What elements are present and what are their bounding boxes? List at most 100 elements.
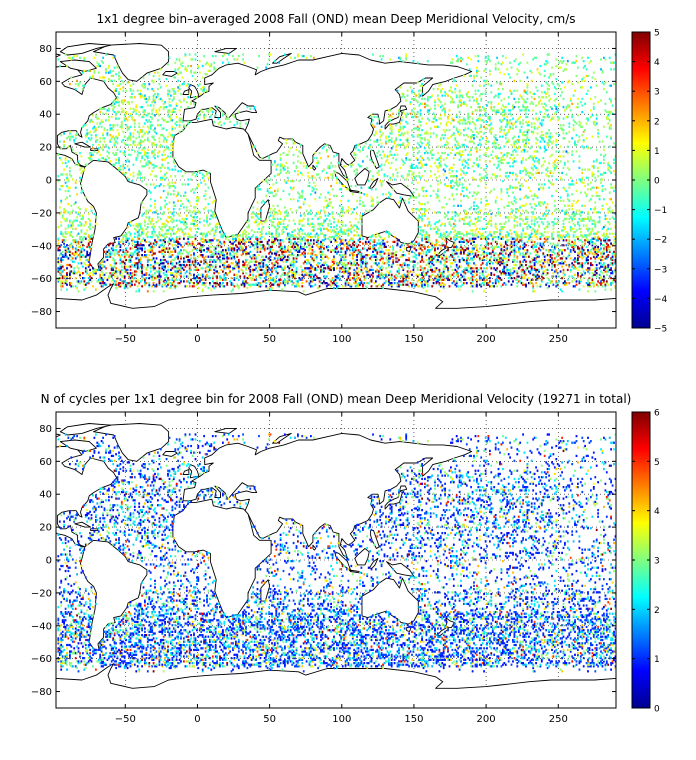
data-bin [258, 222, 260, 226]
data-bin [188, 250, 191, 253]
data-bin [331, 260, 334, 263]
data-bin [510, 237, 513, 240]
data-bin [125, 258, 128, 262]
data-bin [237, 265, 240, 268]
data-bin [468, 258, 471, 262]
data-bin [126, 254, 129, 257]
data-bin [242, 237, 244, 240]
data-bin [315, 257, 318, 260]
data-bin [354, 258, 357, 262]
data-bin [605, 270, 608, 273]
data-bin [516, 224, 519, 227]
data-bin [382, 260, 384, 263]
data-bin [577, 221, 579, 224]
data-bin [356, 273, 358, 276]
data-bin [233, 247, 236, 250]
data-bin [594, 232, 597, 235]
data-bin [413, 260, 416, 263]
data-bin [614, 255, 616, 258]
data-bin [258, 273, 260, 276]
data-bin [490, 224, 493, 227]
data-bin [171, 282, 174, 285]
data-bin [330, 285, 332, 288]
data-bin [252, 234, 255, 237]
data-bin [424, 267, 426, 270]
data-bin [533, 273, 536, 276]
data-bin [305, 272, 308, 275]
data-bin [112, 242, 115, 245]
data-bin [595, 268, 598, 272]
data-bin [448, 285, 451, 288]
data-bin [610, 277, 612, 280]
data-bin [190, 229, 192, 232]
data-bin [236, 273, 239, 276]
data-bin [442, 258, 445, 262]
data-bin [272, 277, 275, 280]
data-bin [344, 267, 347, 270]
data-bin [237, 278, 240, 281]
data-bins [57, 53, 616, 293]
data-bin [568, 217, 571, 221]
data-bin [413, 263, 416, 267]
data-bin [359, 250, 361, 253]
data-bin [395, 254, 397, 257]
data-bin [487, 237, 490, 240]
data-bin [230, 247, 233, 250]
data-bin [343, 254, 345, 257]
data-bin [214, 267, 217, 270]
data-bin [535, 270, 537, 273]
data-bin [465, 254, 468, 257]
data-bin [614, 262, 616, 265]
data-bin [442, 263, 445, 267]
data-bin [392, 260, 395, 263]
data-bin [532, 212, 535, 216]
data-bin [125, 247, 128, 250]
data-bin [372, 245, 374, 249]
data-bin [187, 235, 190, 239]
data-bin [286, 245, 289, 249]
data-bin [66, 277, 68, 280]
data-bin [227, 257, 230, 260]
data-bin [523, 245, 526, 249]
data-bin [314, 234, 317, 237]
data-bin [493, 231, 496, 234]
data-bin [76, 265, 78, 268]
data-bin [171, 212, 174, 216]
data-bin [272, 217, 275, 221]
data-bin [125, 283, 128, 286]
data-bin [144, 239, 146, 242]
data-bin [601, 265, 604, 268]
data-bin [510, 272, 513, 275]
data-bin [219, 278, 221, 281]
data-bin [144, 221, 146, 224]
data-bin [164, 237, 166, 240]
data-bin [146, 263, 149, 267]
data-bin [89, 224, 91, 227]
data-bin [258, 217, 260, 221]
data-bin [561, 250, 563, 253]
data-bin [582, 277, 585, 280]
data-bin [445, 275, 448, 278]
data-bin [318, 277, 321, 280]
data-bin [328, 267, 331, 270]
data-bin [61, 254, 64, 257]
data-bin [502, 283, 504, 286]
data-bin [260, 222, 263, 226]
data-bin [600, 277, 602, 280]
data-bin [123, 234, 126, 237]
data-bin [572, 235, 575, 239]
data-bin [158, 239, 161, 242]
data-bin [425, 235, 428, 239]
data-bin [222, 282, 224, 285]
data-bin [356, 283, 358, 286]
data-bin [605, 280, 608, 283]
data-bin [161, 262, 164, 265]
data-bin [291, 263, 294, 267]
data-bin [568, 214, 571, 217]
data-bin [522, 244, 524, 247]
data-bin [347, 270, 350, 273]
data-bin [249, 240, 252, 244]
data-bin [338, 226, 341, 229]
data-bin [248, 239, 250, 242]
